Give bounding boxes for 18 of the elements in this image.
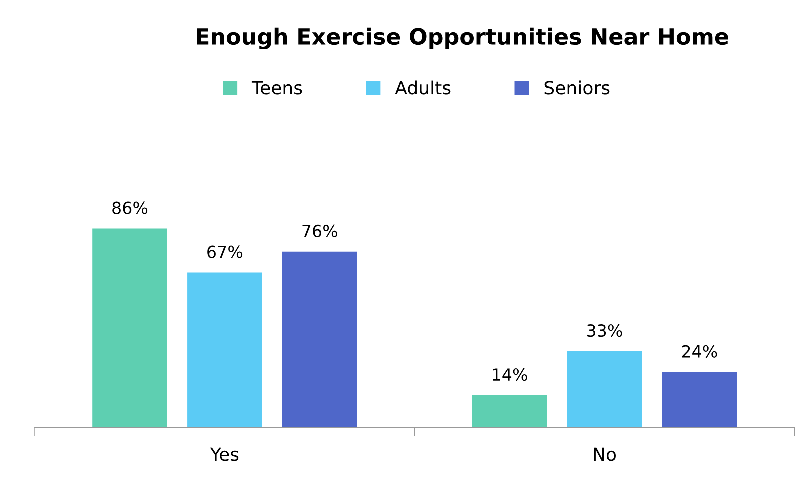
bar: [282, 252, 358, 428]
data-label: 33%: [587, 324, 622, 338]
chart-title: Enough Exercise Opportunities Near Home: [197, 28, 728, 50]
data-label: 67%: [208, 246, 243, 258]
data-label: 76%: [302, 224, 338, 238]
bar: [92, 228, 168, 428]
data-label: 24%: [682, 345, 718, 358]
legend-label: Teens: [252, 81, 302, 95]
x-tick-label: Yes: [210, 448, 239, 462]
bar: [662, 372, 738, 428]
legend-label: Adults: [395, 80, 451, 95]
bar: [188, 272, 262, 428]
data-label: 14%: [493, 368, 528, 382]
legend-label: Seniors: [544, 80, 610, 95]
bar: [567, 351, 642, 428]
data-label: 86%: [112, 202, 148, 214]
bar: [472, 395, 548, 428]
x-tick-label: No: [594, 448, 616, 462]
